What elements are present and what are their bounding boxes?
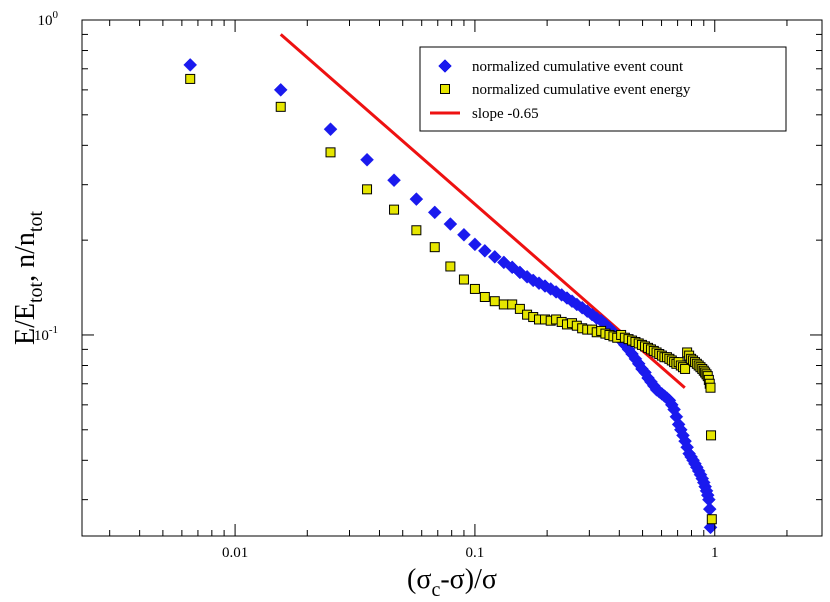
x-tick-label: 1 (711, 545, 719, 561)
count-point (457, 227, 471, 242)
energy-point (498, 299, 509, 310)
count-point (387, 173, 401, 188)
series-fit-line (279, 33, 686, 389)
y-tick-label: 10-1 (34, 324, 58, 344)
count-point (360, 152, 374, 167)
energy-point (362, 184, 373, 195)
y-tick-base: 10 (34, 328, 49, 344)
count-point (273, 83, 288, 97)
energy-point (325, 147, 336, 158)
y-tick-exponent: 0 (53, 9, 59, 21)
count-point (323, 122, 338, 137)
count-point (183, 58, 198, 72)
x-tick-label: 0.1 (466, 545, 485, 561)
energy-point (429, 242, 440, 253)
energy-point (185, 73, 196, 84)
fit-line (279, 33, 686, 389)
energy-point (275, 101, 286, 112)
energy-point (680, 363, 691, 374)
energy-point (706, 514, 717, 525)
count-point (468, 237, 482, 252)
count-point (443, 217, 458, 231)
tick-marks (82, 19, 822, 536)
x-tick-label: 0.01 (222, 545, 248, 561)
legend-label: normalized cumulative event count (472, 59, 684, 75)
plot-area (81, 19, 823, 537)
energy-point (469, 283, 480, 294)
energy-point (458, 274, 469, 285)
y-tick-exponent: -1 (49, 324, 58, 336)
energy-point (411, 225, 422, 236)
legend-symbol-square (440, 84, 450, 94)
count-point (477, 243, 492, 258)
count-point (487, 250, 502, 264)
energy-point (389, 204, 400, 215)
y-tick-base: 10 (38, 13, 53, 29)
y-tick-label: 100 (38, 9, 59, 29)
energy-point (479, 291, 490, 302)
x-axis-label: (σc-σ)/σ (407, 564, 497, 601)
legend-symbol-diamond (438, 59, 452, 73)
legend-label: normalized cumulative event energy (472, 82, 691, 98)
count-point (427, 205, 442, 220)
data-layer (183, 33, 718, 535)
legend: normalized cumulative event count normali… (419, 46, 787, 132)
axis-labels: (σc-σ)/σ E/Etot, n/ntot (10, 211, 497, 601)
energy-point (489, 296, 500, 307)
energy-point (706, 430, 717, 441)
energy-point (514, 303, 525, 314)
energy-point (445, 261, 456, 272)
count-point (409, 192, 424, 206)
legend-box (419, 46, 787, 132)
energy-point (705, 382, 716, 393)
series-event-energy (185, 73, 717, 525)
y-axis-label: E/Etot, n/ntot (10, 211, 47, 345)
legend-label: slope -0.65 (472, 106, 539, 122)
series-event-count (183, 58, 718, 535)
